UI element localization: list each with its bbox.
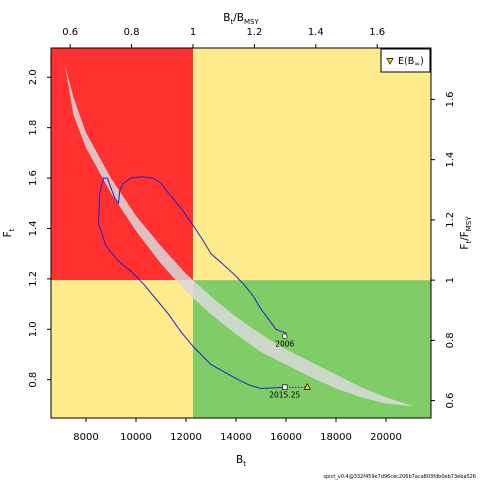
top-tick-label: 1.4 (308, 27, 324, 38)
start-point-marker (282, 333, 288, 340)
quadrant-red (51, 48, 193, 281)
top-tick-label: 1.6 (369, 27, 385, 38)
footer-version: spict_v0.4@332f459e7d96cec206b7aca803fdb… (323, 474, 476, 480)
legend-triangle-icon (386, 58, 394, 65)
end-point-marker (282, 384, 288, 391)
right-tick-label: 1.2 (445, 212, 456, 228)
top-tick-label: 0.6 (62, 27, 78, 38)
equilibrium-triangle-marker (303, 383, 311, 390)
x-tick-label: 16000 (270, 432, 302, 443)
x-tick-label: 10000 (120, 432, 152, 443)
y-tick-label: 2.0 (28, 69, 39, 85)
x-tick-label: 20000 (370, 432, 402, 443)
legend: E(B∞) (380, 48, 431, 73)
right-tick-label: 1 (445, 277, 456, 283)
top-tick-label: 0.8 (124, 27, 140, 38)
plot-frame (50, 47, 432, 419)
x-axis-label: Bt (236, 454, 246, 468)
point-label-2015-25: 2015.25 (269, 390, 300, 399)
point-label-2006: 2006 (275, 339, 294, 348)
y-axis-left: 0.8 1.0 1.2 1.4 1.6 1.8 2.0 (28, 69, 51, 388)
y-tick-label: 1.0 (28, 321, 39, 337)
quadrant-green (193, 280, 431, 418)
top-tick-label: 1 (190, 27, 196, 38)
legend-box (380, 48, 431, 73)
trajectory-series (97, 176, 309, 390)
x-axis-top: 0.6 0.8 1 1.2 1.4 1.6 (62, 27, 385, 48)
x-tick-label: 8000 (73, 432, 98, 443)
point-markers: 2006 2015.25 (269, 333, 311, 399)
legend-label: E(B∞) (398, 56, 424, 68)
quadrant-backgrounds (51, 48, 431, 418)
right-axis-label: Ft/FMSY (459, 216, 473, 250)
right-tick-label: 0.8 (445, 332, 456, 348)
quadrant-yellow-bottom (51, 280, 193, 418)
y-tick-label: 1.2 (28, 271, 39, 287)
right-tick-label: 1.4 (445, 152, 456, 168)
y-tick-label: 1.4 (28, 221, 39, 237)
y-axis-label: Ft (2, 228, 16, 237)
biomass-fishing-trajectory (97, 176, 287, 390)
x-tick-label: 14000 (220, 432, 252, 443)
y-tick-label: 0.8 (28, 372, 39, 388)
x-tick-label: 18000 (320, 432, 352, 443)
top-axis-label: Bt/BMSY (223, 12, 259, 26)
y-tick-label: 1.6 (28, 170, 39, 186)
x-tick-label: 12000 (170, 432, 202, 443)
right-tick-label: 0.6 (445, 393, 456, 409)
x-axis-bottom: 8000 10000 12000 14000 16000 18000 20000 (73, 418, 402, 443)
right-tick-label: 1.6 (445, 91, 456, 107)
y-tick-label: 1.8 (28, 120, 39, 136)
y-axis-right: 0.6 0.8 1 1.2 1.4 1.6 (431, 91, 456, 409)
quadrant-yellow-top (193, 48, 431, 281)
top-tick-label: 1.2 (246, 27, 262, 38)
